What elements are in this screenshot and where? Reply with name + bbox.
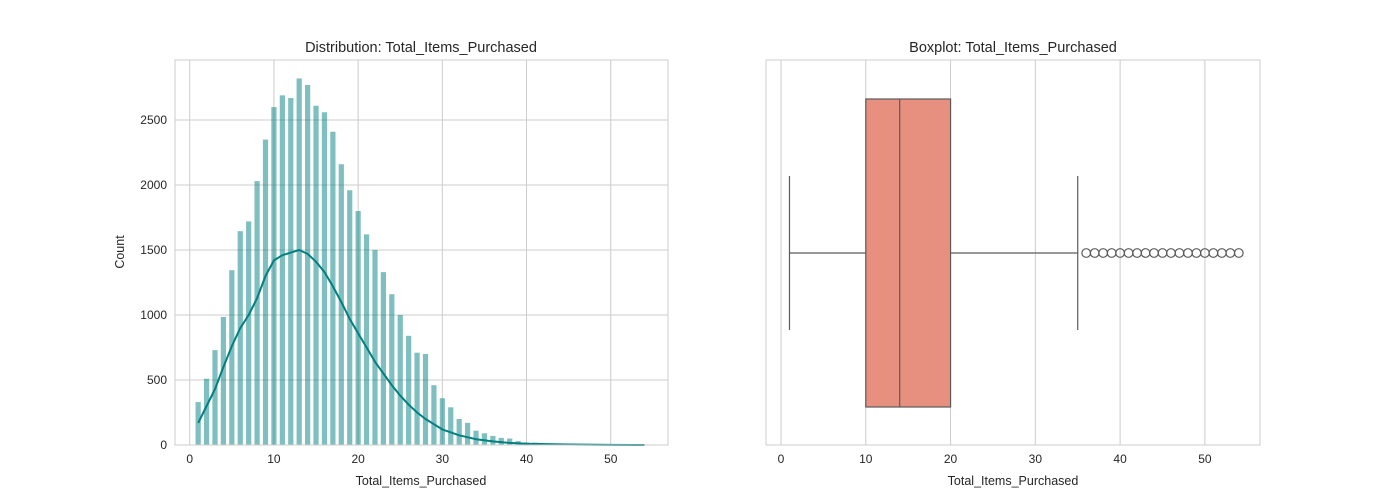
y-tick-label: 500 <box>147 373 167 387</box>
histogram-bar <box>279 95 285 445</box>
histogram-title: Distribution: Total_Items_Purchased <box>305 40 537 56</box>
x-tick-label: 10 <box>267 452 281 466</box>
outlier-point <box>1106 248 1117 258</box>
outlier-point <box>1216 248 1227 258</box>
histogram-bar <box>288 97 294 445</box>
outlier-point <box>1233 248 1244 258</box>
outlier-point <box>1157 248 1168 258</box>
histogram-bar <box>212 350 218 445</box>
histogram-bar <box>229 270 235 445</box>
histogram-bar <box>439 398 445 445</box>
y-tick-label: 0 <box>160 438 167 452</box>
outlier-point <box>1174 248 1185 258</box>
box-iqr <box>865 98 952 408</box>
histogram-bar <box>406 335 412 445</box>
x-tick-label: 0 <box>186 452 193 466</box>
histogram-bar <box>305 84 311 445</box>
x-tick-label: 10 <box>859 452 873 466</box>
outlier-point <box>1149 248 1159 258</box>
outlier-point <box>1166 248 1176 258</box>
histogram-bar <box>313 105 319 445</box>
histogram-bar <box>456 419 462 445</box>
kde-line <box>197 249 645 446</box>
histogram-bar <box>507 438 513 445</box>
histogram-bar <box>271 107 277 445</box>
histogram-bar <box>254 181 260 445</box>
histogram-bar <box>389 294 395 445</box>
histogram-bar <box>380 272 387 445</box>
histogram-bar <box>246 221 252 445</box>
boxplot-axes: 0 10 20 30 40 50 <box>765 59 1261 466</box>
histogram-bar <box>473 430 479 445</box>
histogram-bar <box>338 164 344 445</box>
x-tick-label: 20 <box>944 452 958 466</box>
y-tick-label: 1000 <box>140 308 167 322</box>
axes-frame <box>765 59 1261 446</box>
outlier-point <box>1098 248 1109 258</box>
boxplot-xlabel: Total_Items_Purchased <box>948 474 1079 488</box>
x-tick-label: 50 <box>604 452 618 466</box>
x-tick-label: 20 <box>351 452 365 466</box>
histogram-bar <box>448 407 454 445</box>
y-tick-label: 2000 <box>140 178 167 192</box>
histogram-bar <box>414 352 420 445</box>
outlier-point <box>1089 248 1100 258</box>
outlier-point <box>1132 248 1142 258</box>
histogram-bar <box>296 78 302 445</box>
axes-frame <box>174 59 669 446</box>
outlier-point <box>1140 248 1151 258</box>
outlier-point <box>1183 248 1193 258</box>
outlier-point <box>1225 248 1236 258</box>
histogram-bar <box>422 354 429 445</box>
x-tick-label: 30 <box>436 452 450 466</box>
x-tick-label: 30 <box>1029 452 1043 466</box>
outlier-point <box>1081 248 1092 258</box>
x-tick-label: 0 <box>778 452 785 466</box>
histogram-bar <box>363 234 370 445</box>
outlier-point <box>1123 248 1134 258</box>
histogram-bar <box>220 316 227 445</box>
histogram-bar <box>372 250 378 445</box>
histogram-bar <box>481 433 488 445</box>
histogram-bar <box>262 139 269 445</box>
histogram-bar <box>237 231 243 445</box>
histogram-ylabel: Count <box>113 235 127 269</box>
histogram-bar <box>195 402 201 445</box>
x-tick-label: 50 <box>1198 452 1212 466</box>
histogram-bar <box>397 315 403 445</box>
outlier-point <box>1208 248 1219 258</box>
boxplot-title: Boxplot: Total_Items_Purchased <box>909 40 1117 56</box>
histogram-bar <box>355 211 361 445</box>
outlier-point <box>1191 248 1202 258</box>
y-tick-label: 2500 <box>140 113 167 127</box>
histogram-xlabel: Total_Items_Purchased <box>356 474 487 488</box>
histogram-bar <box>464 422 471 445</box>
histogram-bar <box>321 112 328 445</box>
histogram-bar <box>431 385 437 445</box>
y-tick-label: 1500 <box>140 243 167 257</box>
x-tick-label: 40 <box>520 452 534 466</box>
histogram-bar <box>203 378 210 445</box>
x-tick-label: 40 <box>1113 452 1127 466</box>
